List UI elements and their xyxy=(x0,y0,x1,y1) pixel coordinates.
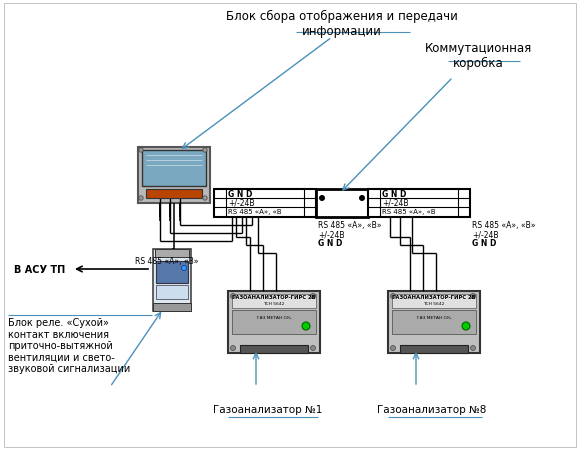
Circle shape xyxy=(230,346,235,351)
Text: +/-24В: +/-24В xyxy=(382,198,408,207)
Bar xyxy=(316,189,368,217)
Text: +/-24В: +/-24В xyxy=(228,198,255,207)
Circle shape xyxy=(203,196,207,201)
Bar xyxy=(155,249,189,258)
Text: +/-24В: +/-24В xyxy=(318,230,345,239)
Text: Газоанализатор №8: Газоанализатор №8 xyxy=(378,404,487,414)
Text: ТСН 5642: ТСН 5642 xyxy=(263,301,285,305)
Text: Блок реле. «Сухой»
контакт включения
приточно-вытяжной
вентиляции и свето-
звуко: Блок реле. «Сухой» контакт включения при… xyxy=(8,318,130,373)
Text: Коммутационная
коробка: Коммутационная коробка xyxy=(425,42,532,70)
Text: ГАЗ МЕТАН CH₄: ГАЗ МЕТАН CH₄ xyxy=(417,315,451,319)
Text: RS 485 «А», «В»: RS 485 «А», «В» xyxy=(472,221,535,230)
Bar xyxy=(156,262,188,283)
Circle shape xyxy=(310,294,316,299)
Circle shape xyxy=(139,148,143,153)
Text: RS 485 «А», «В»: RS 485 «А», «В» xyxy=(135,257,199,266)
Circle shape xyxy=(470,294,476,299)
Bar xyxy=(400,345,468,353)
Text: RS 485 «А», «В»: RS 485 «А», «В» xyxy=(318,221,382,230)
Text: ГАЗОАНАЛИЗАТОР-ГИРС 2Б: ГАЗОАНАЛИЗАТОР-ГИРС 2Б xyxy=(392,295,476,300)
Text: G N D: G N D xyxy=(318,239,342,248)
Circle shape xyxy=(182,266,187,271)
Text: ТСН 5642: ТСН 5642 xyxy=(423,301,445,305)
Text: G N D: G N D xyxy=(472,239,496,248)
Circle shape xyxy=(390,294,396,299)
Circle shape xyxy=(203,148,207,153)
Bar xyxy=(368,189,470,217)
Bar xyxy=(142,151,206,187)
Bar xyxy=(392,310,476,334)
Bar xyxy=(240,345,308,353)
Bar xyxy=(388,291,480,353)
Text: ГАЗОАНАЛИЗАТОР-ГИРС 2Б: ГАЗОАНАЛИЗАТОР-ГИРС 2Б xyxy=(232,295,316,300)
Bar xyxy=(214,189,316,217)
Bar xyxy=(153,249,191,311)
Circle shape xyxy=(462,322,470,330)
Circle shape xyxy=(139,196,143,201)
Text: В АСУ ТП: В АСУ ТП xyxy=(14,264,65,274)
Circle shape xyxy=(310,346,316,351)
Text: ГАЗ МЕТАН CH₄: ГАЗ МЕТАН CH₄ xyxy=(257,315,291,319)
Bar xyxy=(392,295,476,308)
Bar xyxy=(232,310,316,334)
Bar xyxy=(146,189,202,198)
Circle shape xyxy=(302,322,310,330)
Text: G N D: G N D xyxy=(382,189,407,198)
Bar xyxy=(153,304,191,311)
Text: RS 485 «А», «В: RS 485 «А», «В xyxy=(382,208,436,215)
Circle shape xyxy=(359,196,365,202)
Text: G N D: G N D xyxy=(228,189,252,198)
Circle shape xyxy=(390,346,396,351)
Circle shape xyxy=(230,294,235,299)
Text: Газоанализатор №1: Газоанализатор №1 xyxy=(213,404,322,414)
Text: RS 485 «А», «В: RS 485 «А», «В xyxy=(228,208,282,215)
Circle shape xyxy=(470,346,476,351)
Text: Блок сбора отображения и передачи
информации: Блок сбора отображения и передачи информ… xyxy=(226,10,458,38)
Bar xyxy=(228,291,320,353)
Circle shape xyxy=(319,196,325,202)
Bar xyxy=(232,295,316,308)
Bar xyxy=(156,285,188,299)
Text: +/-24В: +/-24В xyxy=(472,230,498,239)
Bar xyxy=(138,147,210,203)
